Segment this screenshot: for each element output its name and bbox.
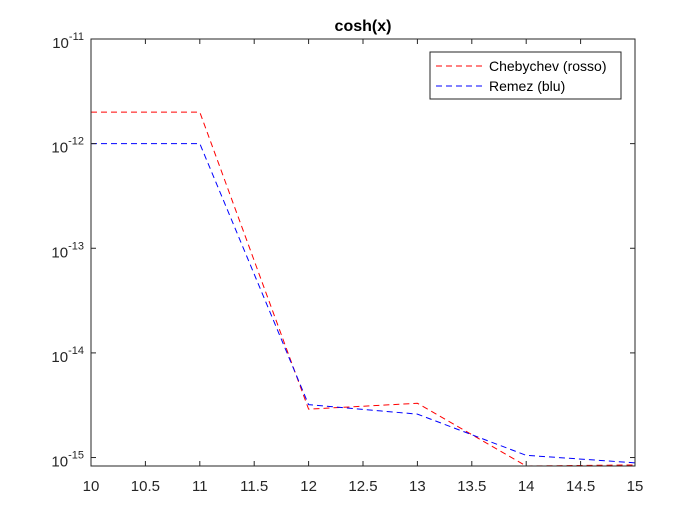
x-tick-label: 10 <box>83 478 100 495</box>
x-tick-label: 13 <box>409 478 426 495</box>
chart-title: cosh(x) <box>335 18 392 35</box>
y-tick-label: 10-13 <box>51 240 84 261</box>
x-tick-label: 12.5 <box>348 478 377 495</box>
x-tick-label: 14 <box>518 478 535 495</box>
y-tick-label: 10-15 <box>51 450 84 471</box>
legend-label-remez: Remez (blu) <box>489 78 565 94</box>
x-tick-label: 15 <box>627 478 644 495</box>
x-tick-label: 12 <box>300 478 317 495</box>
legend-label-chebychev: Chebychev (rosso) <box>489 58 607 74</box>
x-tick-labels: 10 10.5 11 11.5 12 12.5 13 13.5 14 14.5 15 <box>83 478 644 495</box>
x-tick-label: 14.5 <box>566 478 595 495</box>
series-line-remez <box>91 143 636 464</box>
series-lines <box>91 111 636 467</box>
legend: Chebychev (rosso) Remez (blu) <box>429 51 622 100</box>
x-tick-label: 13.5 <box>457 478 486 495</box>
plot-area-background <box>91 39 635 466</box>
y-tick-label: 10-14 <box>51 345 84 366</box>
x-tick-label: 10.5 <box>131 478 160 495</box>
x-tick-label: 11.5 <box>240 478 268 495</box>
y-tick-label: 10-11 <box>52 31 84 52</box>
series-line-chebychev <box>91 111 636 467</box>
axis-ticks <box>90 38 636 466</box>
y-tick-label: 10-12 <box>51 136 84 157</box>
y-tick-labels: 10-15 10-14 10-13 10-12 10-11 <box>51 31 84 471</box>
x-tick-label: 11 <box>192 478 208 495</box>
legend-box <box>429 51 622 100</box>
